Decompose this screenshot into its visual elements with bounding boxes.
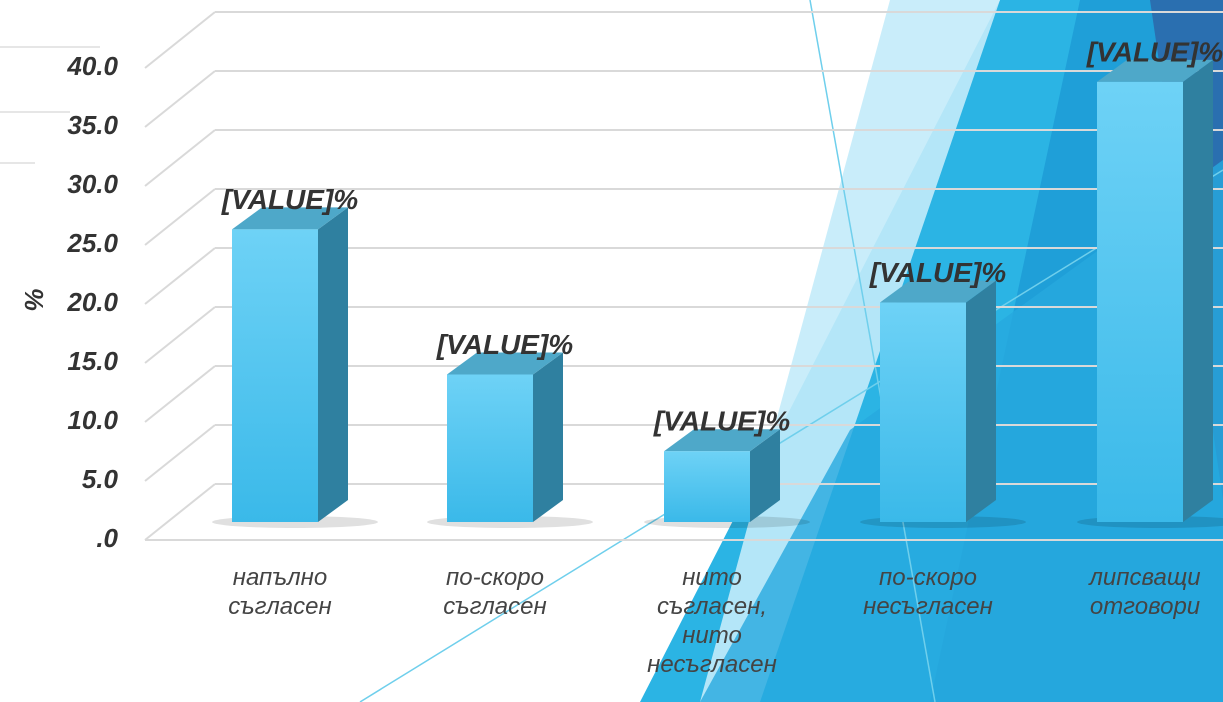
y-tick-label: 25.0: [66, 228, 118, 258]
bar-top: [232, 207, 348, 230]
value-label: [VALUE]%: [221, 184, 358, 215]
bar: [880, 302, 966, 522]
y-tick-label: .0: [96, 523, 118, 553]
bar-top: [880, 280, 996, 303]
bar: [1097, 81, 1183, 523]
grid-line: [144, 11, 216, 69]
y-tick-label: 35.0: [67, 110, 118, 140]
bar-top: [1097, 59, 1213, 82]
x-tick-label: липсващи отговори: [1089, 564, 1201, 620]
bar: [232, 229, 318, 523]
x-tick-label: нито съгласен, нито несъгласен: [647, 564, 777, 678]
bar-top: [664, 429, 780, 452]
value-label: [VALUE]%: [653, 406, 790, 437]
grid-line: [144, 365, 216, 423]
bar-side: [966, 280, 996, 522]
y-tick-label: 30.0: [67, 169, 118, 199]
bar: [664, 451, 750, 522]
y-tick-label: 5.0: [82, 464, 119, 494]
value-label: [VALUE]%: [869, 257, 1006, 288]
grid-line: [144, 70, 216, 128]
grid-line: [144, 188, 216, 246]
grid-line: [144, 306, 216, 364]
bar-side: [533, 352, 563, 522]
grid-line: [144, 247, 216, 305]
y-tick-label: 10.0: [67, 405, 118, 435]
bar-top: [447, 352, 563, 375]
x-tick-label: по-скоро несъгласен: [863, 564, 993, 620]
value-label: [VALUE]%: [1086, 36, 1223, 67]
y-axis-label: %: [19, 288, 49, 311]
y-tick-label: 15.0: [67, 346, 118, 376]
bar-side: [750, 429, 780, 522]
x-tick-label: напълно съгласен: [228, 564, 332, 620]
grid-line: [144, 483, 216, 541]
y-tick-label: 40.0: [66, 51, 118, 81]
grid-line: [144, 129, 216, 187]
bar-side: [318, 207, 348, 523]
y-tick-label: 20.0: [66, 287, 118, 317]
bar-side: [1183, 59, 1213, 523]
x-tick-label: по-скоро съгласен: [443, 564, 547, 620]
bar: [447, 374, 533, 522]
value-label: [VALUE]%: [436, 329, 573, 360]
grid-line: [144, 424, 216, 482]
